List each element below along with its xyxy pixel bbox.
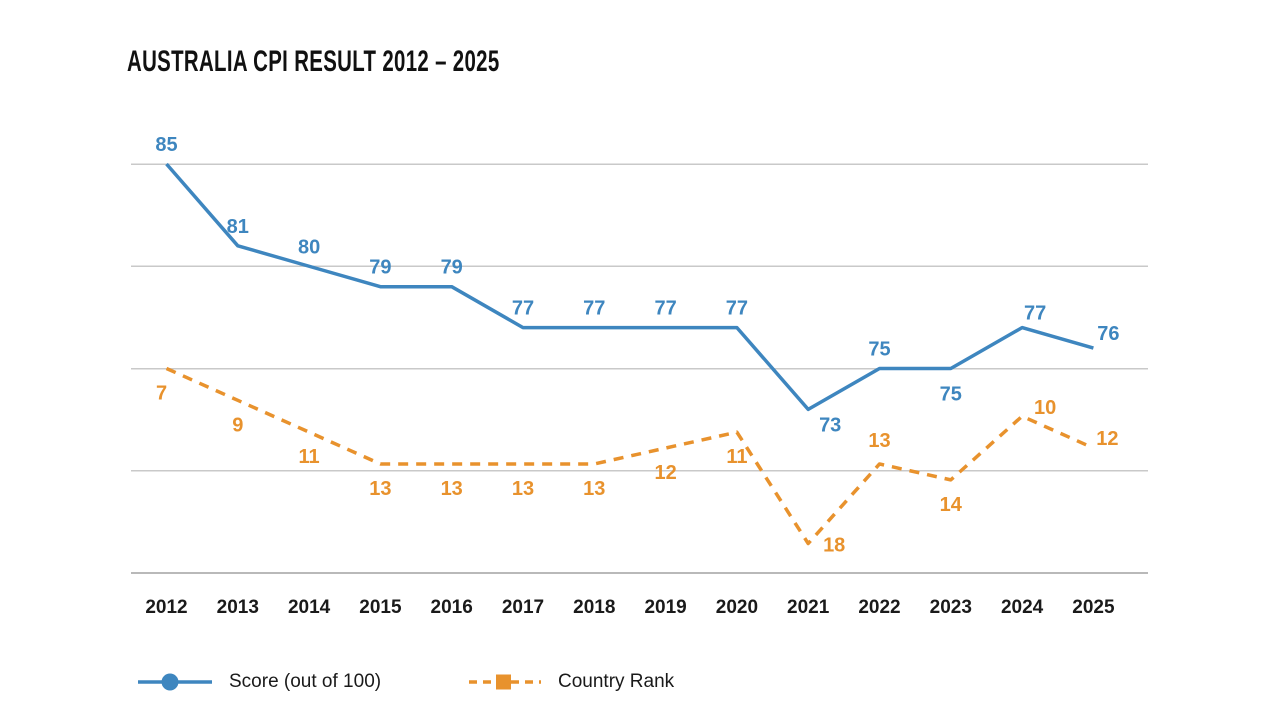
chart-legend: Score (out of 100) Country Rank [0, 663, 1280, 701]
x-axis-tick-label: 2014 [288, 597, 331, 618]
data-label: 13 [369, 478, 391, 500]
country-rank-line [165, 366, 1095, 546]
data-label: 18 [823, 535, 845, 557]
data-label: 10 [1034, 397, 1056, 419]
rank-line-swatch [469, 674, 541, 690]
score-line [165, 162, 1094, 412]
data-label: 79 [369, 257, 391, 279]
data-label: 79 [441, 257, 463, 279]
data-label: 14 [940, 494, 963, 516]
data-label: 77 [1024, 303, 1046, 325]
legend-item-rank: Country Rank [468, 663, 674, 701]
data-label: 76 [1097, 323, 1119, 345]
chart-title: AUSTRALIA CPI RESULT 2012 – 2025 [127, 45, 500, 78]
data-label: 13 [512, 478, 534, 500]
x-axis-tick-label: 2019 [644, 597, 686, 618]
data-label: 13 [441, 478, 463, 500]
x-axis-tick-label: 2024 [1001, 597, 1044, 618]
data-label: 7 [156, 383, 167, 405]
circle-marker-icon [161, 673, 179, 691]
x-axis-tick-label: 2013 [217, 597, 259, 618]
data-label: 11 [726, 446, 747, 468]
legend-label-rank: Country Rank [558, 671, 675, 692]
x-axis-tick-label: 2016 [431, 597, 473, 618]
data-label: 81 [227, 216, 249, 238]
score-line-swatch [138, 673, 212, 691]
x-axis-tick-label: 2015 [359, 597, 402, 618]
data-label: 77 [512, 298, 534, 320]
data-label: 13 [583, 478, 605, 500]
data-label: 12 [1096, 428, 1118, 450]
x-axis-tick-label: 2018 [573, 597, 615, 618]
data-label: 77 [654, 298, 676, 320]
data-label: 85 [155, 134, 177, 156]
data-label: 75 [868, 339, 890, 361]
x-axis-tick-label: 2021 [787, 597, 830, 618]
gridlines [131, 163, 1148, 472]
legend-item-score: Score (out of 100) [137, 663, 381, 701]
x-axis-tick-label: 2025 [1072, 597, 1115, 618]
x-axis-tick-label: 2012 [145, 597, 187, 618]
data-label: 13 [868, 430, 890, 452]
data-label: 77 [583, 298, 605, 320]
x-axis-tick-label: 2017 [502, 597, 544, 618]
data-label: 80 [298, 236, 320, 258]
x-axis-tick-label: 2023 [930, 597, 972, 618]
data-label: 73 [819, 414, 841, 436]
x-axis-labels: 2012 2013 2014 2015 2016 2017 2018 2019 2020 2021… [145, 597, 1115, 618]
data-label: 75 [940, 384, 962, 406]
rank-data-labels: 7 9 11 13 13 13 13 12 11 18 13 14 10 12 [156, 383, 1119, 557]
data-label: 11 [299, 446, 320, 468]
data-label: 9 [232, 414, 243, 436]
legend-label-score: Score (out of 100) [229, 671, 382, 692]
x-axis-tick-label: 2020 [716, 597, 758, 618]
square-marker-icon [496, 674, 511, 690]
x-axis-tick-label: 2022 [858, 597, 900, 618]
data-label: 12 [654, 462, 676, 484]
data-label: 77 [726, 298, 748, 320]
